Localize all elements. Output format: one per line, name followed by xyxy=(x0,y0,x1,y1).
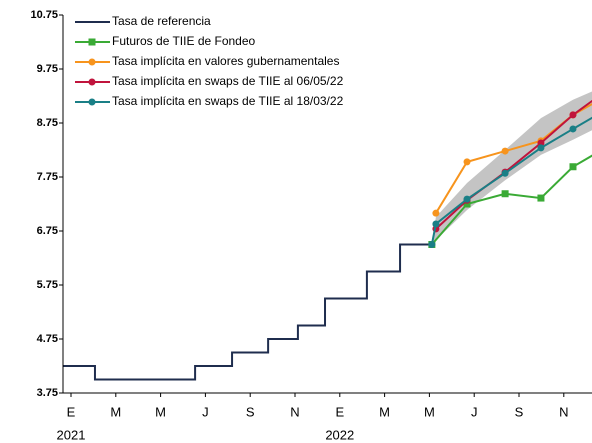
legend-label: Futuros de TIIE de Fondeo xyxy=(112,34,256,48)
x-tick-label: S xyxy=(515,404,524,419)
series-line xyxy=(431,154,592,246)
marker xyxy=(569,125,577,133)
y-tick-label: 3.75 xyxy=(37,387,58,399)
marker xyxy=(428,241,436,248)
legend-label: Tasa implícita en swaps de TIIE al 18/03… xyxy=(112,94,344,108)
y-tick-label: 4.75 xyxy=(37,333,58,345)
marker xyxy=(432,209,440,217)
marker xyxy=(432,220,440,228)
marker xyxy=(463,195,471,203)
marker xyxy=(537,194,545,202)
legend-label: Tasa implícita en swaps de TIIE al 06/05… xyxy=(112,74,344,88)
marker xyxy=(88,98,96,106)
x-tick-label: M xyxy=(379,404,390,419)
x-tick-label: N xyxy=(290,404,299,419)
marker xyxy=(501,169,509,177)
marker xyxy=(88,38,96,46)
legend-label: Tasa implícita en valores gubernamentale… xyxy=(112,54,339,68)
x-tick-label: M xyxy=(424,404,435,419)
x-tick-label: E xyxy=(67,404,76,419)
y-tick-label: 10.75 xyxy=(30,9,58,21)
marker xyxy=(501,190,509,198)
y-tick-label: 8.75 xyxy=(37,117,58,129)
x-tick-label: S xyxy=(246,404,255,419)
marker xyxy=(569,111,577,119)
year-label: 2021 xyxy=(57,427,86,442)
series-line xyxy=(435,99,592,230)
legend-label: Tasa de referencia xyxy=(112,14,211,28)
marker xyxy=(569,163,577,171)
marker xyxy=(537,144,545,152)
x-tick-label: M xyxy=(155,404,166,419)
y-tick-label: 9.75 xyxy=(37,63,58,75)
marker xyxy=(88,58,96,66)
x-tick-label: M xyxy=(110,404,121,419)
marker xyxy=(501,147,509,155)
x-tick-label: E xyxy=(335,404,344,419)
y-tick-label: 7.75 xyxy=(37,171,58,183)
range-band xyxy=(431,91,592,245)
series-line xyxy=(63,243,432,381)
marker xyxy=(463,158,471,166)
marker xyxy=(88,78,96,86)
x-tick-label: J xyxy=(471,404,478,419)
marker xyxy=(537,139,545,147)
x-tick-label: N xyxy=(559,404,568,419)
x-tick-label: J xyxy=(202,404,209,419)
marker xyxy=(463,200,471,208)
y-tick-label: 6.75 xyxy=(37,225,58,237)
year-label: 2022 xyxy=(325,427,354,442)
y-tick-label: 5.75 xyxy=(37,279,58,291)
plot-area xyxy=(63,91,592,381)
